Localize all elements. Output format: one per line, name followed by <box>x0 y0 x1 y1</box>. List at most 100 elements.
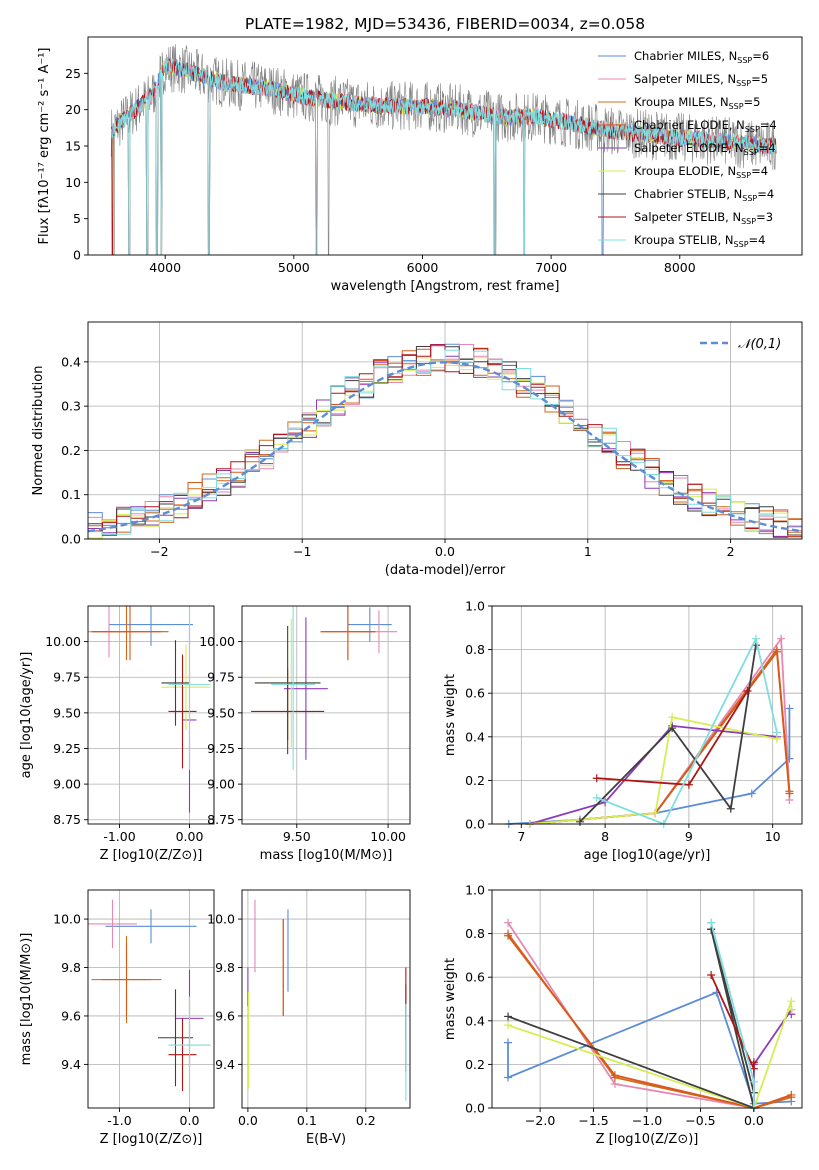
x-tick-label: 0.00 <box>176 829 204 844</box>
series-line <box>507 928 756 1110</box>
y-tick-label: 9.25 <box>207 741 235 756</box>
legend-sub: SSP <box>742 194 757 203</box>
y-tick-label: 9.8 <box>61 960 81 975</box>
y-tick-label: 1.0 <box>465 883 485 898</box>
legend-text: Kroupa STELIB, N <box>634 233 734 247</box>
y-tick-label: 8.75 <box>53 812 81 827</box>
x-tick-label: 8 <box>601 829 609 844</box>
age_vs_Z-panel: -1.00 0.00 8.75 9.00 9.25 9.50 9.75 10.00 Z [log… <box>19 605 215 863</box>
legend-label: Salpeter MILES, NSSP=5 <box>634 72 768 88</box>
legend-sub: SSP <box>734 240 749 249</box>
age_vs_Z-points <box>88 606 211 813</box>
legend-label: Kroupa ELODIE, NSSP=4 <box>634 164 768 180</box>
legend-sub: SSP <box>741 217 756 226</box>
series-point <box>743 687 752 696</box>
series-point <box>785 789 794 798</box>
spectrum-lines <box>110 44 777 255</box>
y-tick-label: 9.4 <box>61 1057 81 1072</box>
series-point <box>504 1021 513 1030</box>
y-tick-label: 9.4 <box>215 1057 235 1072</box>
x-tick-label: 4000 <box>149 260 181 275</box>
x-tick-label: −1.0 <box>632 1113 662 1128</box>
spectrum-legend: Chabrier MILES, NSSP=6 Salpeter MILES, NS… <box>598 49 777 249</box>
x-tick-label: 0.0 <box>435 544 455 559</box>
y-tick-label: 9.00 <box>53 777 81 792</box>
y-tick-label: 0.0 <box>465 1101 485 1116</box>
x-tick-label: −2 <box>150 544 168 559</box>
legend-text: Chabrier MILES, N <box>634 49 737 63</box>
weight_vs_Z-series <box>504 918 796 1112</box>
legend-value: =4 <box>749 233 766 247</box>
y-tick-label: 9.25 <box>53 741 81 756</box>
series-point <box>787 1090 796 1099</box>
y-tick-label: 9.6 <box>61 1008 81 1023</box>
legend-label: Chabrier STELIB, NSSP=4 <box>634 187 774 203</box>
series-point <box>772 647 781 656</box>
x-tick-label: 1 <box>584 544 592 559</box>
y-tick-label: 0.1 <box>61 487 81 502</box>
y-tick-label: 10.0 <box>53 912 81 927</box>
series-point <box>707 971 716 980</box>
legend-label: Chabrier MILES, NSSP=6 <box>634 49 769 65</box>
x-tick-label: -1.0 <box>107 1113 131 1128</box>
x-tick-label: 8000 <box>664 260 696 275</box>
x-tick-label: 0.0 <box>238 1113 258 1128</box>
x-tick-label: 10.00 <box>370 829 406 844</box>
series-point <box>504 1012 513 1021</box>
y-axis-label: Normed distribution <box>31 366 46 496</box>
series-line <box>579 645 757 823</box>
y-tick-label: 0.8 <box>465 642 485 657</box>
y-tick-label: 0.0 <box>61 532 81 547</box>
y-axis-label: mass weight <box>443 958 458 1040</box>
mass_vs_Z-panel: -1.0 0.0 9.4 9.6 9.8 10.0 Z [log10(Z/Z⊙)] mass … <box>19 889 215 1147</box>
x-tick-label: 0.0 <box>180 1113 200 1128</box>
series-point <box>668 713 677 722</box>
age_vs_mass-panel: 9.50 10.00 8.75 9.00 9.25 9.50 9.75 10.00 mass [… <box>199 605 411 863</box>
x-tick-label: -1.00 <box>103 829 135 844</box>
legend-value: =4 <box>760 118 777 132</box>
series-point <box>707 918 716 927</box>
x-tick-label: 9.50 <box>283 829 311 844</box>
x-tick-label: 7000 <box>535 260 567 275</box>
panels: 4000 5000 6000 7000 8000 0 5 10 15 20 25 wavelength… <box>19 36 803 1147</box>
weight_vs_age-series <box>504 634 794 828</box>
y-tick-label: 0.4 <box>465 729 485 744</box>
y-tick-label: 8.75 <box>207 812 235 827</box>
x-axis-label: mass [log10(M/M⊙)] <box>260 848 393 863</box>
weight_vs_Z-panel: −2.0 −1.5 −1.0 −0.5 0.0 0.0 0.2 0.4 0.6 0.8 1.0 Z [… <box>443 883 803 1147</box>
legend-sub: SSP <box>736 79 751 88</box>
axes-frame <box>87 889 215 1109</box>
mass_vs_Z-points <box>88 899 211 1094</box>
x-axis-label: Z [log10(Z/Z⊙)] <box>100 1132 203 1147</box>
x-axis-label: wavelength [Angstrom, rest frame] <box>331 279 560 294</box>
x-tick-label: 0.2 <box>356 1113 376 1128</box>
y-axis-label: Flux [fλ10⁻¹⁷ erg cm⁻² s⁻¹ A⁻¹] <box>37 48 52 245</box>
series-line <box>507 1000 793 1110</box>
series-point <box>592 793 601 802</box>
y-tick-label: 0.6 <box>465 686 485 701</box>
figure-title: PLATE=1982, MJD=53436, FIBERID=0034, z=0… <box>245 15 645 33</box>
series-point <box>747 789 756 798</box>
y-tick-label: 9.8 <box>215 960 235 975</box>
x-tick-label: 0.1 <box>297 1113 317 1128</box>
x-axis-label: Z [log10(Z/Z⊙)] <box>596 1132 699 1147</box>
series-point <box>749 1058 758 1067</box>
x-tick-label: −0.5 <box>685 1113 715 1128</box>
x-tick-label: 9 <box>685 829 693 844</box>
normal-curve <box>88 361 802 533</box>
legend-text: Chabrier STELIB, N <box>634 187 742 201</box>
y-tick-label: 0.8 <box>465 926 485 941</box>
y-tick-label: 0.6 <box>465 970 485 985</box>
series-point <box>749 1077 758 1086</box>
x-axis-label: E(B-V) <box>306 1132 346 1147</box>
y-tick-label: 10.00 <box>199 634 235 649</box>
legend-value: =5 <box>744 95 761 109</box>
series-point <box>684 780 693 789</box>
legend-text: Kroupa ELODIE, N <box>634 164 736 178</box>
y-tick-label: 0.4 <box>61 354 81 369</box>
mass_vs_ebv-points <box>247 899 407 1101</box>
y-tick-label: 10.0 <box>207 912 235 927</box>
y-axis-label: mass [log10(M/M⊙)] <box>19 933 34 1066</box>
legend-sub: SSP <box>745 125 760 134</box>
x-tick-label: 7 <box>517 829 525 844</box>
